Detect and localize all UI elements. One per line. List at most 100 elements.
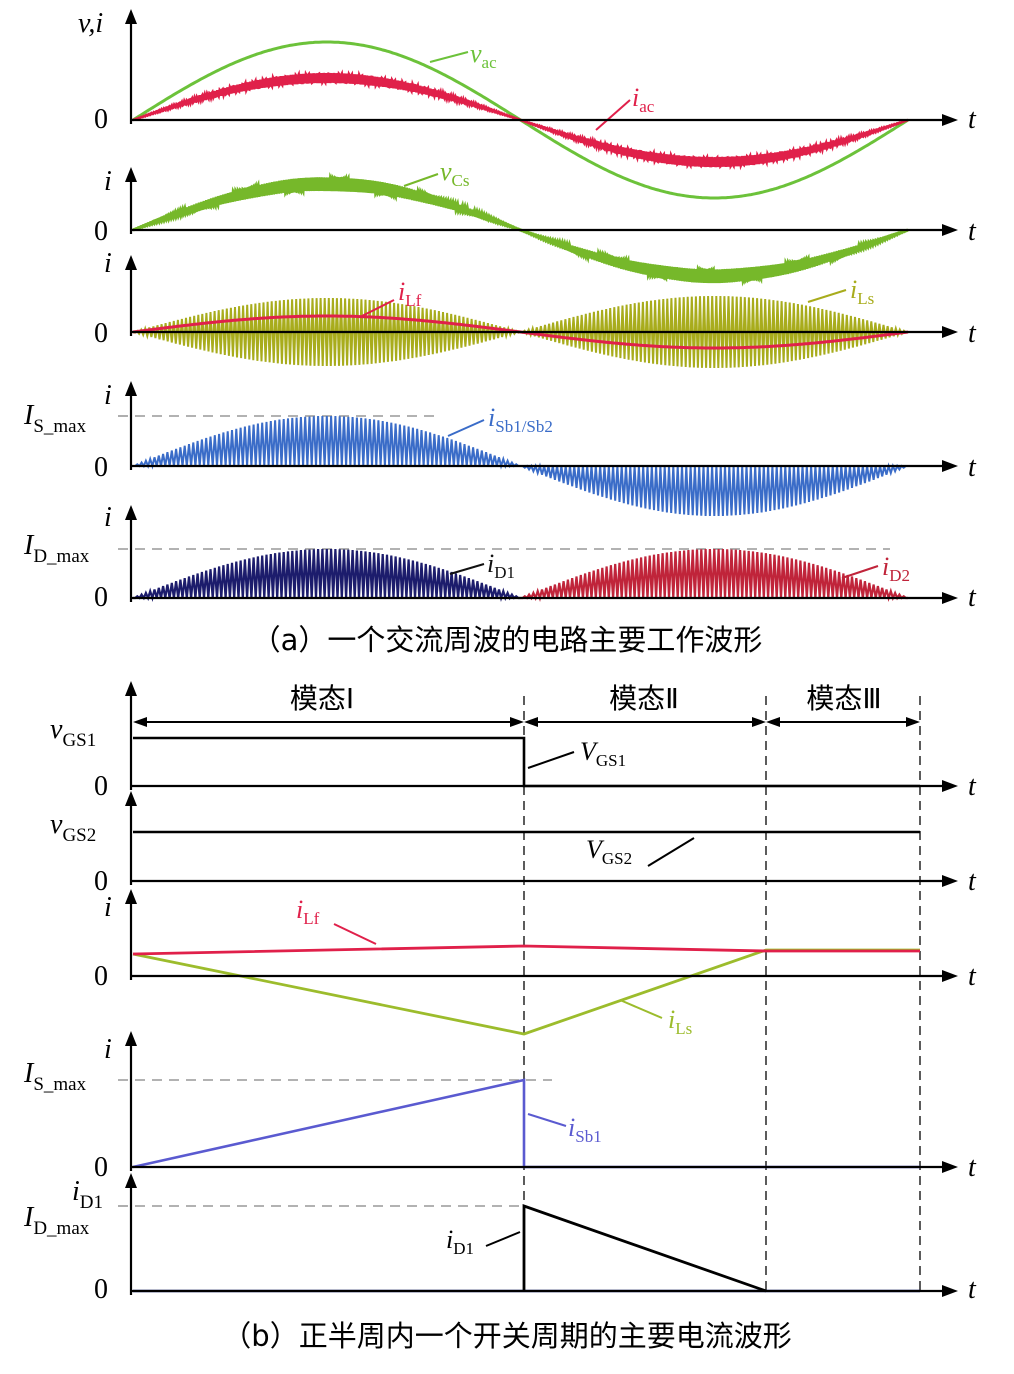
b5-max-label: ID_max (23, 1202, 90, 1239)
a2-ylabel: i (104, 166, 112, 197)
b-mode-1-arrow-left-head (133, 717, 147, 727)
a3-zero: 0 (94, 318, 108, 349)
a4-ylabel: i (104, 380, 112, 411)
b3-t: t (968, 961, 977, 992)
b5-y-arrow (125, 1173, 137, 1188)
a5-y-arrow (125, 505, 137, 520)
b4-max-label: IS_max (23, 1058, 87, 1095)
a4-isb-leader (447, 419, 485, 437)
b4-isb1-label: iSb1 (568, 1113, 602, 1146)
b2-t: t (968, 866, 977, 897)
a3-ils-label: iLs (850, 275, 874, 308)
b3-y-arrow (125, 889, 137, 904)
a2-vcs-leader (403, 173, 439, 187)
b1-vgs1-label: VGS1 (580, 737, 626, 770)
b1-x-arrow (942, 780, 958, 792)
a1-ylabel: v,i (78, 8, 103, 39)
a5-max-label: ID_max (23, 530, 90, 567)
a3-ils-leader (807, 289, 847, 303)
a1-y-arrow (125, 9, 137, 24)
b-mode-2-arrow-right-head (752, 717, 766, 727)
b1-vgs1-trace (133, 736, 920, 788)
b2-x-arrow (942, 875, 958, 887)
a1-iac-label: iac (632, 83, 655, 116)
b2-y-arrow (125, 791, 137, 806)
b5-t: t (968, 1274, 977, 1305)
b4-x-arrow (942, 1161, 958, 1173)
b4-y-arrow (125, 1031, 137, 1046)
a3-t: t (968, 318, 977, 349)
a3-y-arrow (125, 255, 137, 270)
b1-zero: 0 (94, 771, 108, 802)
a3-ilf-label: iLf (398, 277, 422, 310)
b3-ils-label: iLs (668, 1005, 692, 1038)
b-mode-2-arrow-left-head (524, 717, 538, 727)
b2-zero: 0 (94, 866, 108, 897)
a5-ylabel: i (104, 502, 112, 533)
a2-y-arrow (125, 167, 137, 182)
b3-ilf-trace (132, 944, 920, 956)
a1-t: t (968, 104, 977, 135)
b5-id1-trace (522, 1204, 767, 1293)
b4-isb1-leader (527, 1113, 567, 1127)
b2-ylabel: vGS2 (50, 809, 96, 846)
b3-ylabel: i (104, 892, 112, 923)
b4-zero: 0 (94, 1152, 108, 1183)
a1-vac-leader (429, 51, 469, 63)
b2-vgs2-leader (647, 837, 695, 867)
caption-b: （b）正半周内一个开关周期的主要电流波形 (222, 1319, 791, 1353)
b4-isb1-trace (132, 1078, 920, 1169)
b1-t: t (968, 771, 977, 802)
b1-vgs1-leader (527, 751, 575, 769)
b5-id1-leader (485, 1231, 521, 1247)
a5-id1-curve (133, 548, 521, 603)
a1-vac-label: vac (470, 39, 497, 72)
a4-isb-label: iSb1/Sb2 (488, 403, 553, 436)
a1-zero: 0 (94, 104, 108, 135)
a5-id1-leader (449, 563, 485, 575)
a4-t: t (968, 452, 977, 483)
a5-t: t (968, 582, 977, 613)
a1-x-arrow (942, 114, 958, 126)
a5-id2-label: iD2 (882, 552, 910, 585)
b4-ylabel: i (104, 1034, 112, 1065)
a5-x-arrow (942, 592, 958, 604)
a5-zero: 0 (94, 582, 108, 613)
a3-x-arrow (942, 326, 958, 338)
b3-ilf-leader (333, 923, 377, 945)
b3-zero: 0 (94, 961, 108, 992)
a3-ilf-leader (361, 299, 395, 317)
b3-x-arrow (942, 970, 958, 982)
b3-ils-trace (132, 948, 920, 1036)
a4-max-label: IS_max (23, 400, 87, 437)
mode-1-label: 模态Ⅰ (290, 682, 354, 715)
b-mode-3-arrow-left-head (766, 717, 780, 727)
b5-ylabel: iD1 (72, 1176, 103, 1213)
mode-3-label: 模态Ⅲ (806, 682, 881, 715)
b5-id1-label: iD1 (446, 1225, 474, 1258)
a2-vcs-label: vCs (440, 157, 470, 190)
a5-id1-label: iD1 (487, 549, 515, 582)
b4-t: t (968, 1152, 977, 1183)
a2-t: t (968, 216, 977, 247)
a5-id2-leader (841, 565, 879, 579)
caption-a: （a）一个交流周波的电路主要工作波形 (252, 623, 763, 657)
b3-ils-leader (619, 999, 663, 1019)
b5-zero: 0 (94, 1274, 108, 1305)
b1-y-arrow (125, 681, 137, 696)
a2-x-arrow (942, 224, 958, 236)
b2-vgs2-label: VGS2 (586, 835, 632, 868)
a4-x-arrow (942, 460, 958, 472)
axes (125, 9, 958, 1297)
b-mode-1-arrow-right-head (510, 717, 524, 727)
a4-zero: 0 (94, 452, 108, 483)
b-mode-3-arrow-right-head (906, 717, 920, 727)
a3-ylabel: i (104, 248, 112, 279)
b5-x-arrow (942, 1285, 958, 1297)
a4-y-arrow (125, 381, 137, 396)
a1-iac-leader (595, 99, 631, 131)
mode-2-label: 模态Ⅱ (609, 682, 679, 715)
a2-zero: 0 (94, 216, 108, 247)
b1-ylabel: vGS1 (50, 714, 96, 751)
